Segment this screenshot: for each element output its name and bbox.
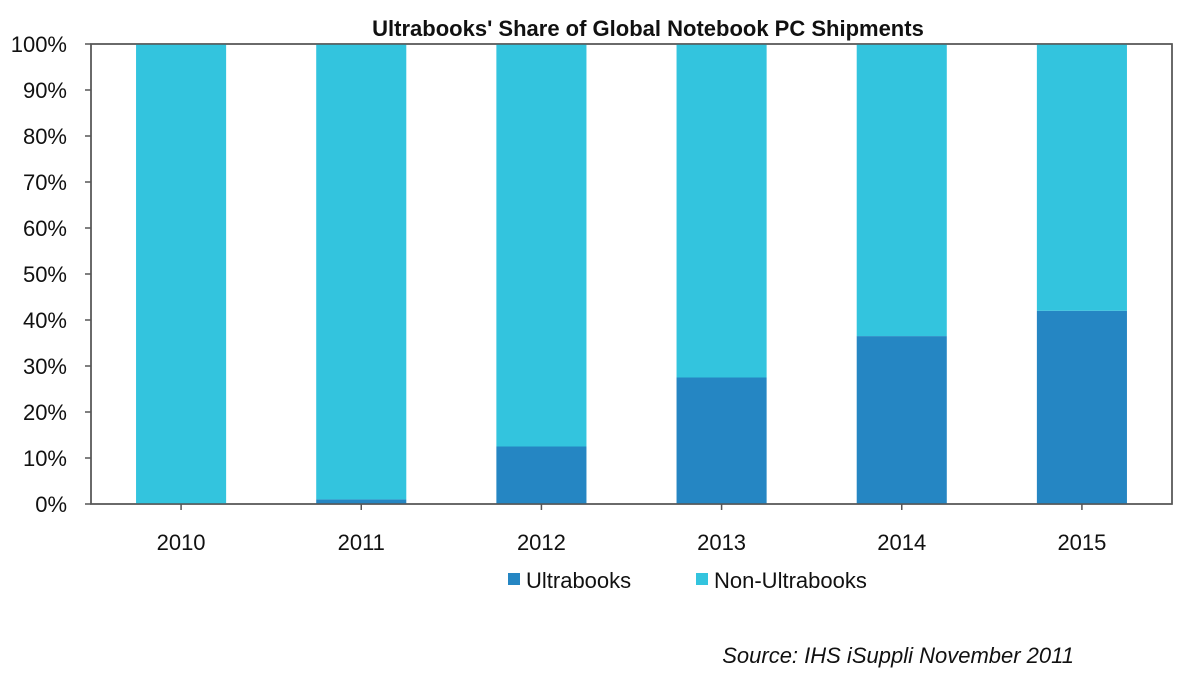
plot-area: 0% 10% 20% 30% 40% 50% 60% 70% 80% 90% 100% 2010 201… [11,32,1173,555]
bar-segment-non-ultrabooks [676,44,767,378]
x-tick-label: 2010 [157,530,206,555]
bar-segment-non-ultrabooks [1036,44,1127,311]
bar-segment-non-ultrabooks [856,44,947,337]
y-tick-label: 30% [23,354,67,379]
legend-swatch-ultrabooks [508,573,520,585]
y-tick-label: 10% [23,446,67,471]
legend: Ultrabooks Non-Ultrabooks [508,568,867,593]
y-tick-label: 70% [23,170,67,195]
x-tick-label: 2011 [338,530,385,555]
x-tick-label: 2012 [517,530,566,555]
bar-segment-non-ultrabooks [316,44,407,500]
bar-segment-ultrabooks [676,377,767,504]
x-tick-label: 2015 [1057,530,1106,555]
x-tick-label: 2014 [877,530,926,555]
source-note: Source: IHS iSuppli November 2011 [722,643,1074,668]
bar-segment-ultrabooks [1036,310,1127,504]
legend-label-ultrabooks: Ultrabooks [526,568,631,593]
bar-segment-non-ultrabooks [496,44,587,447]
x-tick-label: 2013 [697,530,746,555]
y-tick-label: 60% [23,216,67,241]
y-tick-label: 0% [35,492,67,517]
chart-title: Ultrabooks' Share of Global Notebook PC … [372,16,924,41]
plot-frame-border [90,43,1173,505]
y-tick-label: 90% [23,78,67,103]
y-tick-label: 20% [23,400,67,425]
legend-swatch-non-ultrabooks [696,573,708,585]
legend-label-non-ultrabooks: Non-Ultrabooks [714,568,867,593]
y-tick-label: 80% [23,124,67,149]
plot-frame [90,43,1173,505]
bar-segment-ultrabooks [496,446,587,504]
y-tick-label: 100% [11,32,67,57]
y-tick-label: 50% [23,262,67,287]
bar-segment-non-ultrabooks [136,44,227,504]
bar-segment-ultrabooks [856,336,947,504]
bar-segment-ultrabooks [316,499,407,504]
y-tick-label: 40% [23,308,67,333]
